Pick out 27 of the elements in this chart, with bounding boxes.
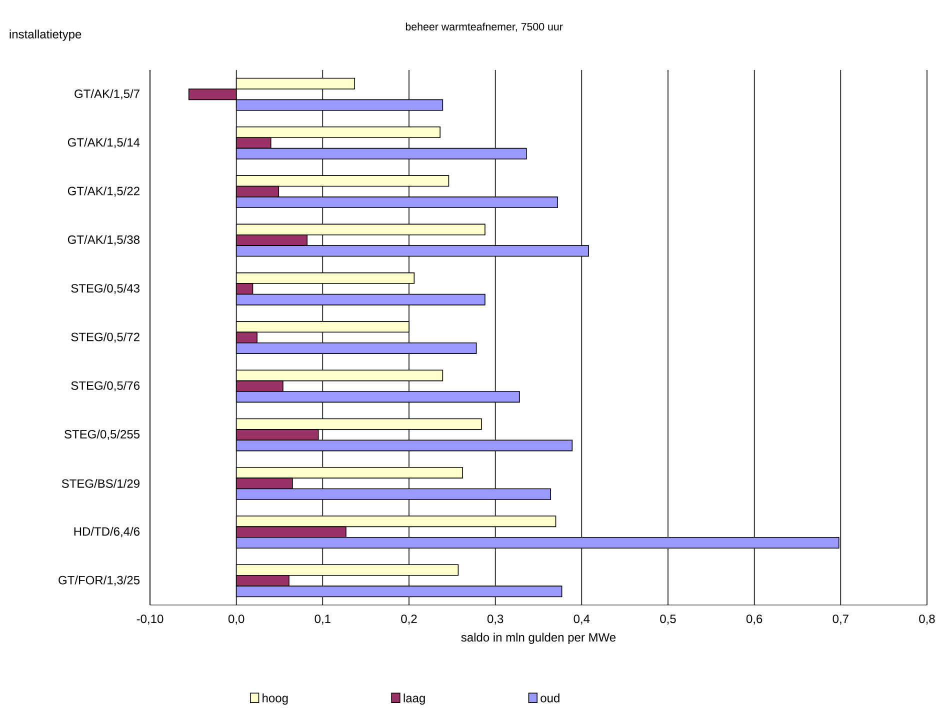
chart-title: beheer warmteafnemer, 7500 uur [406,22,563,32]
y-tick-label: GT/AK/1,5/22 [68,186,140,197]
x-tick-label: -0,10 [136,614,164,625]
x-tick-label: 0,1 [314,614,330,625]
y-tick-label: STEG/0,5/76 [71,381,140,392]
y-tick-label: STEG/BS/1/29 [62,479,140,488]
y-tick-label: GT/AK/1,5/14 [68,138,140,148]
y-axis-title: installatietype [10,30,82,41]
y-tick-label: HD/TD/6,4/6 [74,526,140,538]
x-tick-label: 0,5 [660,614,676,625]
y-tick-label: STEG/0,5/43 [71,284,140,294]
x-tick-label: 0,6 [746,614,762,625]
y-tick-label: GT/AK/1,5/7 [74,89,140,100]
y-tick-label: STEG/0,5/255 [64,430,140,440]
y-tick-label: STEG/0,5/72 [71,332,140,343]
x-axis-title: saldo in mln gulden per MWe [461,632,616,644]
y-tick-label: GT/AK/1,5/38 [68,235,140,246]
legend-label: hoog [262,694,288,705]
x-tick-label: 0,2 [401,614,417,625]
legend-label: laag [404,694,425,705]
legend-label: oud [540,694,560,702]
x-tick-label: 0,8 [919,614,935,625]
x-tick-label: 0,0 [228,614,244,625]
x-tick-label: 0,3 [487,614,504,625]
x-tick-label: 0,7 [832,614,848,625]
x-tick-label: 0,4 [574,614,590,625]
y-tick-label: GT/FOR/1,3/25 [58,576,140,586]
